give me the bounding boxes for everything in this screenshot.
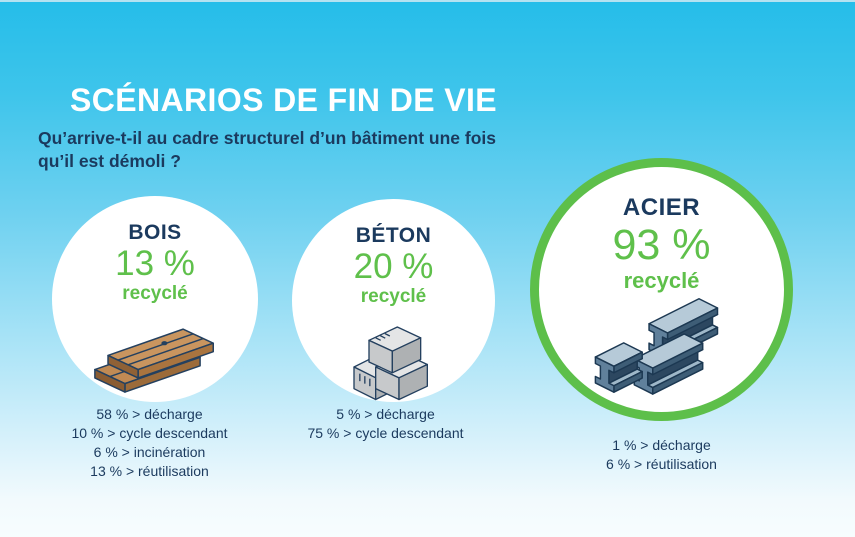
recycled-percent: 93 % (612, 221, 711, 269)
concrete-blocks-icon (352, 326, 428, 400)
breakdown-list-beton: 5 % > décharge 75 % > cycle descendant (284, 405, 487, 443)
material-name: BOIS (128, 221, 182, 244)
material-name: BÉTON (355, 224, 432, 247)
breakdown-line: 75 % > cycle descendant (307, 425, 464, 441)
page-title: SCÉNARIOS DE FIN DE VIE (70, 82, 498, 118)
breakdown-line: 6 % > incinération (93, 444, 206, 460)
material-circle-beton: BÉTON 20 % recyclé (292, 199, 495, 402)
recycled-percent: 20 % (353, 247, 434, 286)
recycled-label: recyclé (122, 282, 188, 304)
breakdown-line: 6 % > réutilisation (606, 456, 717, 472)
page-subtitle: Qu’arrive-t-il au cadre structurel d’un … (38, 128, 496, 172)
breakdown-line: 1 % > décharge (612, 437, 711, 453)
breakdown-list-acier: 1 % > décharge 6 % > réutilisation (530, 436, 793, 474)
breakdown-line: 10 % > cycle descendant (71, 425, 228, 441)
wood-planks-icon (94, 328, 214, 393)
breakdown-list-bois: 58 % > décharge 10 % > cycle descendant … (42, 405, 257, 481)
recycled-percent: 13 % (115, 244, 195, 283)
recycled-label: recyclé (360, 285, 427, 307)
breakdown-line: 13 % > réutilisation (90, 463, 209, 479)
breakdown-line: 58 % > décharge (96, 406, 203, 422)
material-circle-acier-highlighted: ACIER 93 % recyclé (530, 158, 793, 421)
material-circle-bois: BOIS 13 % recyclé (52, 196, 258, 402)
steel-beams-icon (594, 298, 718, 395)
recycled-label: recyclé (623, 268, 700, 294)
breakdown-line: 5 % > décharge (336, 406, 435, 422)
top-edge-divider (0, 0, 855, 2)
material-name: ACIER (622, 194, 701, 221)
